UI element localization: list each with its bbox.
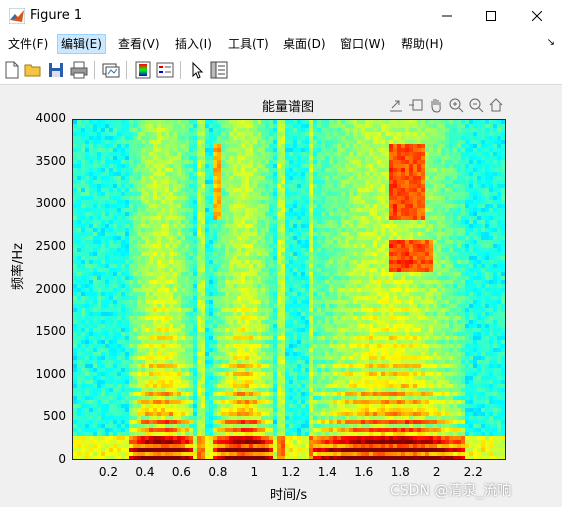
close-icon	[532, 11, 542, 21]
x-axis-label: 时间/s	[270, 488, 308, 503]
spectrogram-image	[73, 120, 505, 459]
menu-insert[interactable]: 插入(I)	[175, 37, 212, 51]
menu-overflow-arrow-icon[interactable]: ↘	[546, 37, 555, 48]
brush-icon[interactable]	[408, 97, 424, 113]
x-tick-label: 1	[250, 465, 259, 479]
y-tick-label: 0	[58, 452, 66, 466]
y-tick-label: 2500	[35, 238, 66, 253]
x-tick-label: 1.4	[317, 465, 337, 479]
menu-help[interactable]: 帮助(H)	[401, 37, 444, 51]
toolbar-separator	[126, 61, 127, 79]
watermark: CSDN @清泉_流响	[390, 483, 512, 499]
colorbar-icon[interactable]	[134, 61, 152, 79]
link-plot-icon[interactable]	[102, 61, 120, 79]
pointer-icon[interactable]	[188, 61, 206, 79]
pan-icon[interactable]	[428, 97, 444, 113]
y-tick-label: 1000	[35, 366, 66, 381]
x-tick-label: 0.4	[135, 465, 155, 479]
y-tick-label: 3000	[35, 196, 66, 211]
toolbar-separator	[180, 61, 181, 79]
menu-edit[interactable]: 编辑(E)	[57, 34, 106, 54]
x-tick-label: 0.2	[98, 465, 119, 479]
save-icon[interactable]	[47, 61, 65, 79]
zoom-out-icon[interactable]	[468, 97, 484, 113]
window-title: Figure 1	[30, 8, 83, 23]
menu-bar: 文件(F) 编辑(E) 查看(V) 插入(I) 工具(T) 桌面(D) 窗口(W…	[0, 32, 562, 56]
maximize-icon	[486, 11, 496, 21]
plot-title: 能量谱图	[262, 100, 315, 115]
print-icon[interactable]	[70, 61, 88, 79]
x-tick-label: 2	[432, 465, 441, 479]
minimize-icon	[442, 15, 452, 17]
x-tick-label: 1.2	[281, 465, 301, 479]
zoom-in-icon[interactable]	[448, 97, 464, 113]
close-button[interactable]	[514, 0, 560, 32]
legend-icon[interactable]	[156, 61, 174, 79]
x-tick-label: 1.6	[354, 465, 374, 479]
y-tick-label: 2000	[35, 281, 66, 296]
home-icon[interactable]	[488, 97, 504, 113]
matlab-logo-icon	[9, 8, 25, 24]
menu-file[interactable]: 文件(F)	[8, 37, 49, 51]
y-tick-label: 1500	[35, 324, 66, 339]
spectrogram-axes[interactable]	[72, 119, 506, 460]
open-folder-icon[interactable]	[24, 61, 42, 79]
new-file-icon[interactable]	[3, 61, 21, 79]
menu-window[interactable]: 窗口(W)	[340, 37, 386, 51]
y-tick-label: 500	[43, 409, 66, 424]
export-icon[interactable]	[388, 97, 404, 113]
menu-tools[interactable]: 工具(T)	[228, 37, 269, 51]
y-tick-label: 3500	[35, 153, 66, 168]
menu-view[interactable]: 查看(V)	[118, 37, 160, 51]
minimize-button[interactable]	[424, 0, 470, 32]
toolbar-separator	[94, 61, 95, 79]
y-tick-label: 4000	[35, 111, 66, 125]
maximize-button[interactable]	[468, 0, 514, 32]
title-bar: Figure 1	[0, 0, 562, 32]
menu-desktop[interactable]: 桌面(D)	[283, 37, 326, 51]
property-inspector-icon[interactable]	[210, 61, 228, 79]
figure-toolbar	[0, 56, 562, 85]
x-tick-label: 0.8	[208, 465, 228, 479]
y-axis-label: 频率/Hz	[11, 243, 26, 290]
x-tick-label: 0.6	[171, 465, 191, 479]
x-tick-label: 2.2	[463, 465, 483, 479]
x-tick-label: 1.8	[390, 465, 410, 479]
